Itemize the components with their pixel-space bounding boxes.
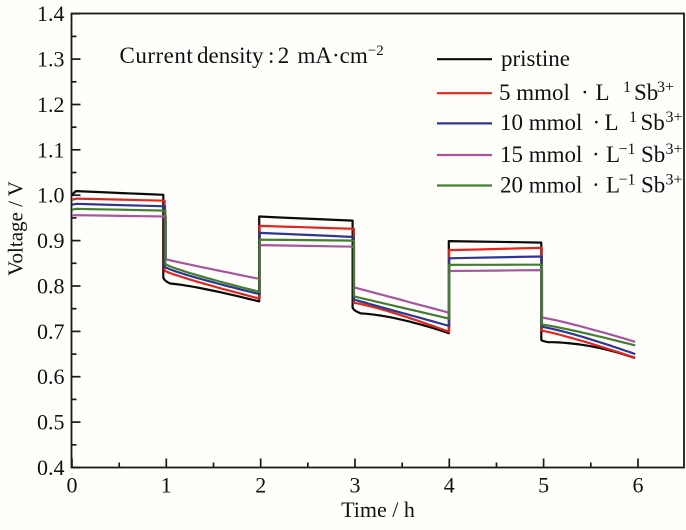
svg-text:0.5: 0.5 (37, 410, 65, 435)
svg-text:6: 6 (633, 473, 644, 498)
svg-text:0.4: 0.4 (37, 455, 65, 480)
svg-text:3: 3 (350, 473, 361, 498)
svg-text:1.1: 1.1 (37, 137, 65, 162)
svg-text:Time / h: Time / h (341, 497, 415, 522)
svg-text:pristine: pristine (501, 46, 570, 71)
svg-text:2: 2 (255, 473, 266, 498)
svg-text:4: 4 (444, 473, 455, 498)
svg-text:Voltage / V: Voltage / V (4, 181, 28, 276)
svg-text:5: 5 (538, 473, 549, 498)
svg-text:1: 1 (161, 473, 172, 498)
svg-text:0.6: 0.6 (37, 364, 65, 389)
svg-text:0: 0 (67, 473, 78, 498)
svg-text:1.4: 1.4 (37, 1, 65, 26)
svg-text:1.3: 1.3 (37, 47, 65, 72)
svg-text:1.0: 1.0 (37, 183, 65, 208)
svg-text:0.7: 0.7 (37, 319, 65, 344)
svg-text:0.9: 0.9 (37, 228, 65, 253)
svg-text:1.2: 1.2 (37, 92, 65, 117)
svg-text:0.8: 0.8 (37, 274, 65, 299)
